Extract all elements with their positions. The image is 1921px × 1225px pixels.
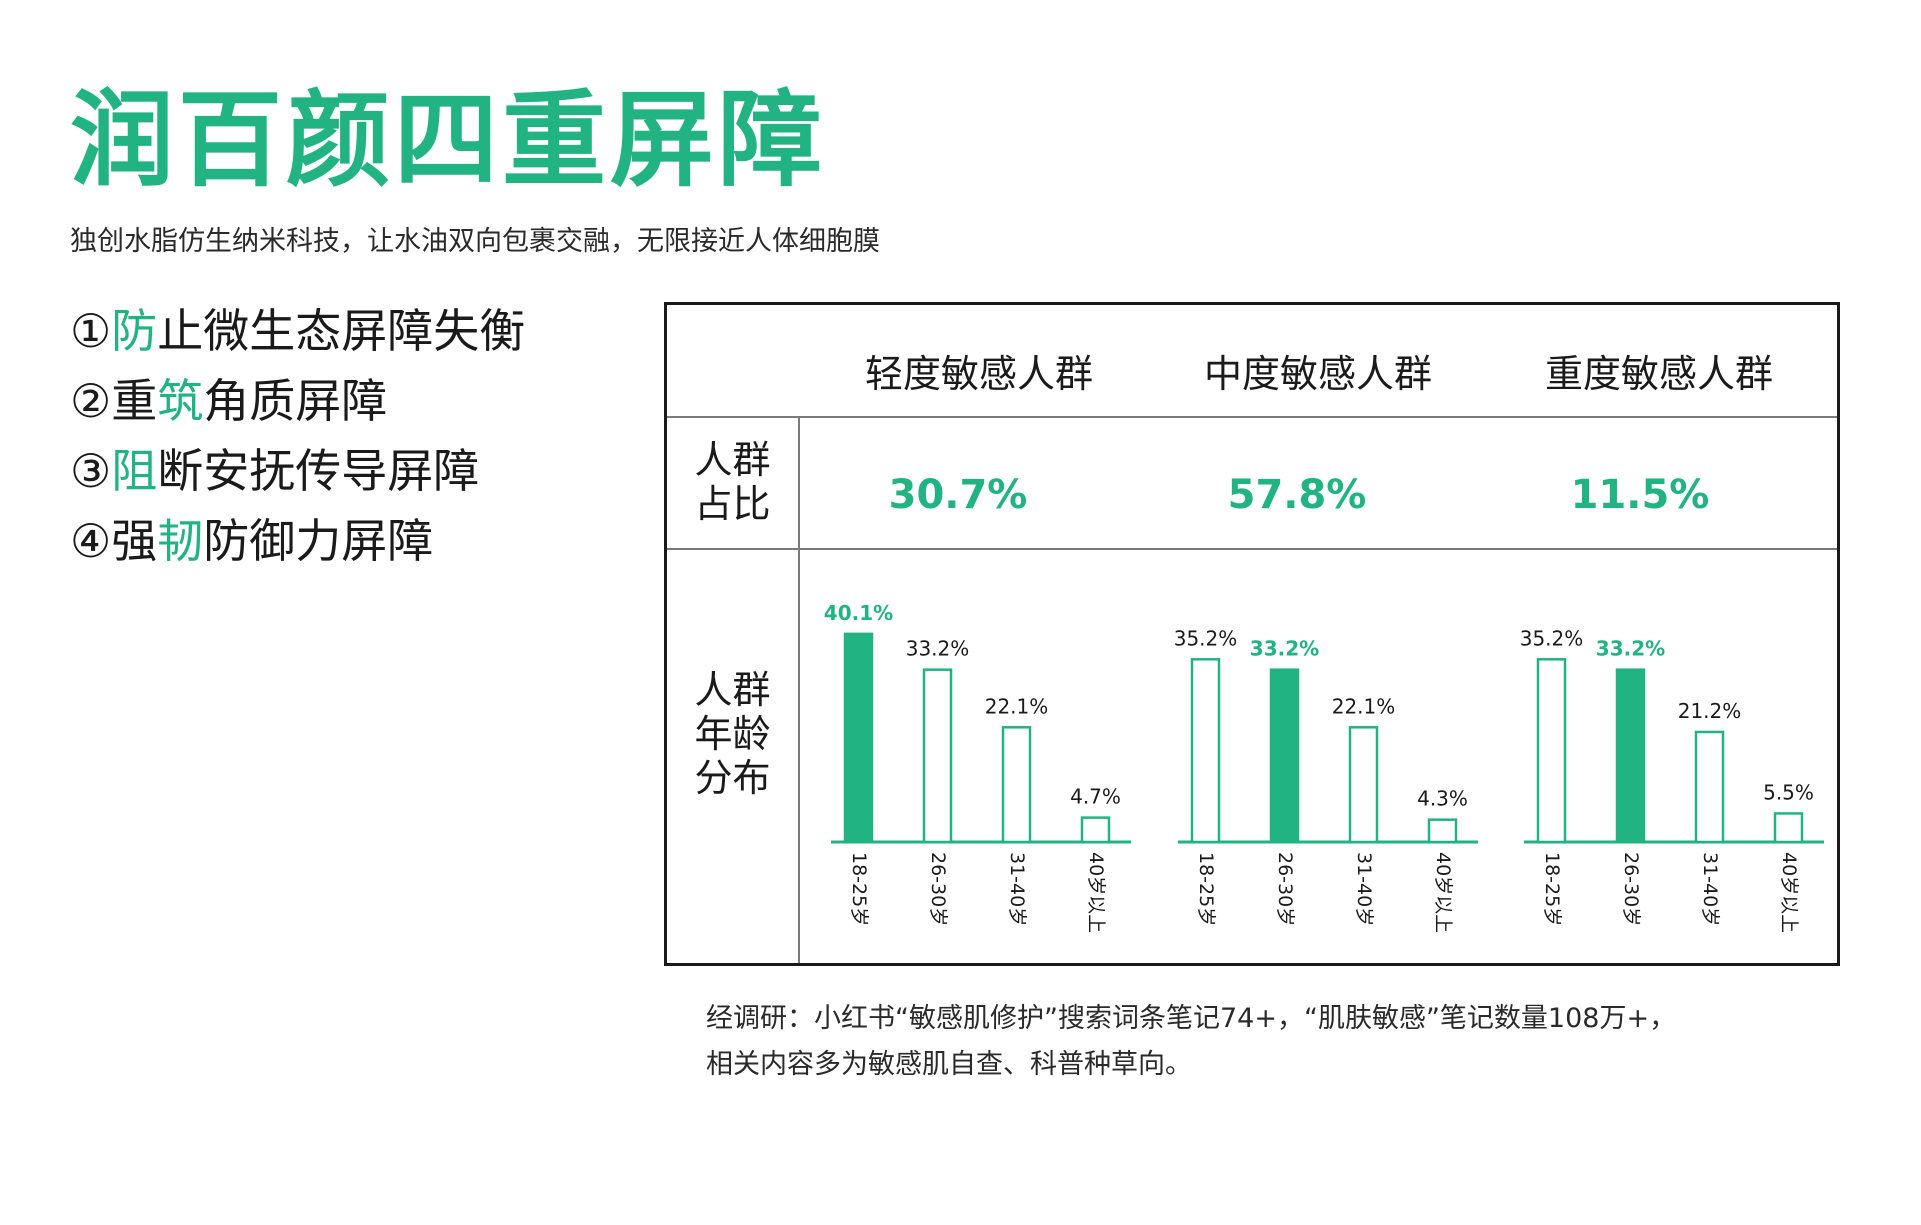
barrier-text-post: 止微生态屏障失衡 <box>157 304 526 358</box>
category-label: 18-25岁 <box>1541 852 1563 926</box>
research-note: 经调研：小红书“敏感肌修护”搜索词条笔记74+，“肌肤敏感”笔记数量108万+，… <box>706 996 1676 1088</box>
barrier-highlight: 筑 <box>157 374 204 428</box>
bar <box>1536 658 1567 844</box>
barrier-item-2: ②重筑角质屏障 <box>70 366 525 436</box>
share-value-moderate: 57.8% <box>1227 472 1367 518</box>
data-label: 5.5% <box>1763 780 1814 804</box>
barrier-text-pre: 重 <box>111 374 158 428</box>
barrier-text-post: 角质屏障 <box>203 374 388 428</box>
label-column-divider <box>798 416 800 963</box>
row-label-age: 人群 年龄 分布 <box>667 668 798 800</box>
note-line-2: 相关内容多为敏感肌自查、科普种草向。 <box>706 1049 1192 1080</box>
barrier-text-pre: 强 <box>111 514 158 568</box>
header-divider <box>667 416 1837 418</box>
data-label: 33.2% <box>1250 637 1319 661</box>
data-label: 33.2% <box>1596 637 1665 661</box>
sensitivity-table: 轻度敏感人群 中度敏感人群 重度敏感人群 人群 占比 30.7% 57.8% 1… <box>664 302 1840 966</box>
category-label: 26-30岁 <box>927 852 949 926</box>
barrier-number: ④ <box>70 514 112 568</box>
barrier-number: ① <box>70 304 112 358</box>
barrier-text-post: 防御力屏障 <box>203 514 434 568</box>
category-label: 40岁以上 <box>1778 852 1800 933</box>
page-title: 润百颜四重屏障 <box>70 79 827 201</box>
data-label: 4.3% <box>1417 787 1468 811</box>
barrier-text-post: 断安抚传导屏障 <box>157 444 480 498</box>
bar <box>922 668 953 844</box>
category-label: 18-25岁 <box>848 852 870 926</box>
barrier-item-4: ④强韧防御力屏障 <box>70 506 525 576</box>
category-label: 26-30岁 <box>1620 852 1642 926</box>
row-label-line: 占比 <box>694 482 771 526</box>
barrier-highlight: 阻 <box>111 444 158 498</box>
share-value-mild: 30.7% <box>888 472 1028 518</box>
note-line-1: 经调研：小红书“敏感肌修护”搜索词条笔记74+，“肌肤敏感”笔记数量108万+， <box>706 1003 1677 1034</box>
barrier-highlight: 韧 <box>157 514 204 568</box>
page-subtitle: 独创水脂仿生纳米科技，让水油双向包裹交融，无限接近人体细胞膜 <box>70 226 880 257</box>
category-label: 40岁以上 <box>1085 852 1107 933</box>
data-label: 22.1% <box>985 694 1049 718</box>
barrier-list: ①防止微生态屏障失衡 ②重筑角质屏障 ③阻断安抚传导屏障 ④强韧防御力屏障 <box>70 296 525 576</box>
barrier-item-3: ③阻断安抚传导屏障 <box>70 436 525 506</box>
bar <box>1080 816 1111 844</box>
category-label: 31-40岁 <box>1353 852 1375 926</box>
data-label: 4.7% <box>1070 785 1121 809</box>
row-label-line: 分布 <box>694 756 771 800</box>
data-label: 33.2% <box>906 637 970 661</box>
bar <box>1694 730 1725 844</box>
barrier-item-1: ①防止微生态屏障失衡 <box>70 296 525 366</box>
bar <box>1269 668 1300 844</box>
row-divider <box>667 548 1837 550</box>
bar <box>1190 658 1221 844</box>
category-label: 26-30岁 <box>1274 852 1296 926</box>
column-header-moderate: 中度敏感人群 <box>1203 352 1432 396</box>
barrier-number: ② <box>70 374 112 428</box>
barrier-highlight: 防 <box>111 304 158 358</box>
age-distribution-charts: 40.1% 18-25岁 33.2% 26-30岁 22.1% 31-40岁 4.7% 40岁… <box>824 601 1824 933</box>
bar <box>843 632 874 844</box>
row-label-line: 年龄 <box>694 712 771 756</box>
data-label: 35.2% <box>1174 626 1238 650</box>
row-label-share: 人群 占比 <box>667 438 798 526</box>
row-label-line: 人群 <box>694 438 771 482</box>
bar <box>1001 726 1032 844</box>
category-label: 31-40岁 <box>1699 852 1721 926</box>
category-label: 31-40岁 <box>1006 852 1028 926</box>
row-label-line: 人群 <box>694 668 771 712</box>
share-value-severe: 11.5% <box>1570 472 1710 518</box>
category-label: 40岁以上 <box>1432 852 1454 933</box>
data-label: 22.1% <box>1332 694 1396 718</box>
bar <box>1773 812 1804 844</box>
bar <box>1615 668 1646 844</box>
bar <box>1427 818 1458 844</box>
column-header-mild: 轻度敏感人群 <box>864 352 1093 396</box>
data-label: 21.2% <box>1678 699 1742 723</box>
data-label: 40.1% <box>824 601 893 625</box>
barrier-number: ③ <box>70 444 112 498</box>
bar <box>1348 726 1379 844</box>
column-header-severe: 重度敏感人群 <box>1544 352 1773 396</box>
category-label: 18-25岁 <box>1195 852 1217 926</box>
data-label: 35.2% <box>1520 626 1584 650</box>
